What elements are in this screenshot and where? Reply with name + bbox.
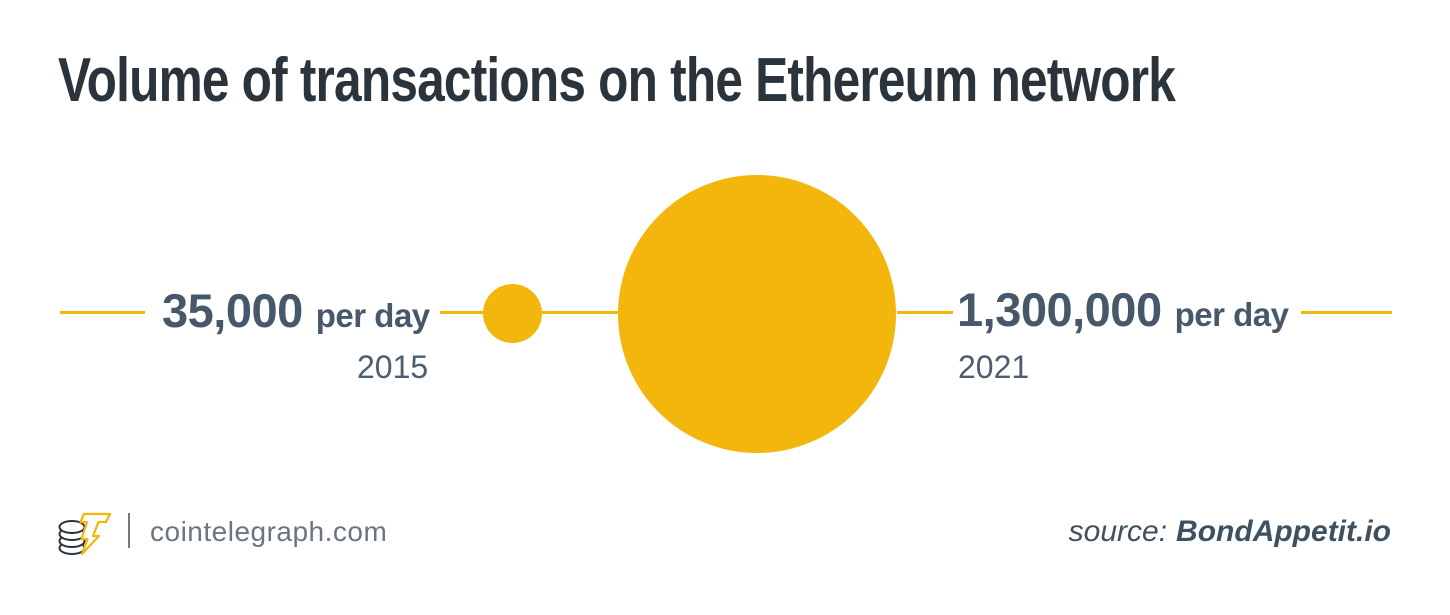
- footer-divider: [128, 513, 130, 548]
- unit-2021: per day: [1174, 296, 1289, 333]
- cointelegraph-logo-icon: [57, 508, 113, 563]
- axis-line-segment: [542, 311, 619, 314]
- axis-line-segment: [897, 311, 953, 314]
- value-2021: 1,300,000: [957, 283, 1162, 336]
- data-label-2015: 35,000 per day: [162, 287, 430, 334]
- year-label-2015: 2015: [357, 349, 429, 385]
- axis-line-segment: [440, 311, 484, 314]
- footer-site-text: cointelegraph.com: [150, 516, 388, 547]
- data-label-2021: 1,300,000 per day: [957, 283, 1289, 336]
- bubble-2021: [618, 175, 896, 453]
- year-label-2021: 2021: [958, 349, 1030, 385]
- source-name-label: BondAppetit.io: [1176, 515, 1391, 548]
- axis-line-segment: [60, 311, 145, 314]
- chart-title: Volume of transactions on the Ethereum n…: [58, 46, 1176, 115]
- axis-line-segment: [1301, 311, 1392, 314]
- source-prefix-label: source:: [1068, 515, 1168, 548]
- value-2015: 35,000: [162, 284, 303, 337]
- footer-source: source: BondAppetit.io: [1069, 517, 1391, 547]
- bubble-2015: [483, 284, 542, 343]
- unit-2015: per day: [315, 297, 430, 334]
